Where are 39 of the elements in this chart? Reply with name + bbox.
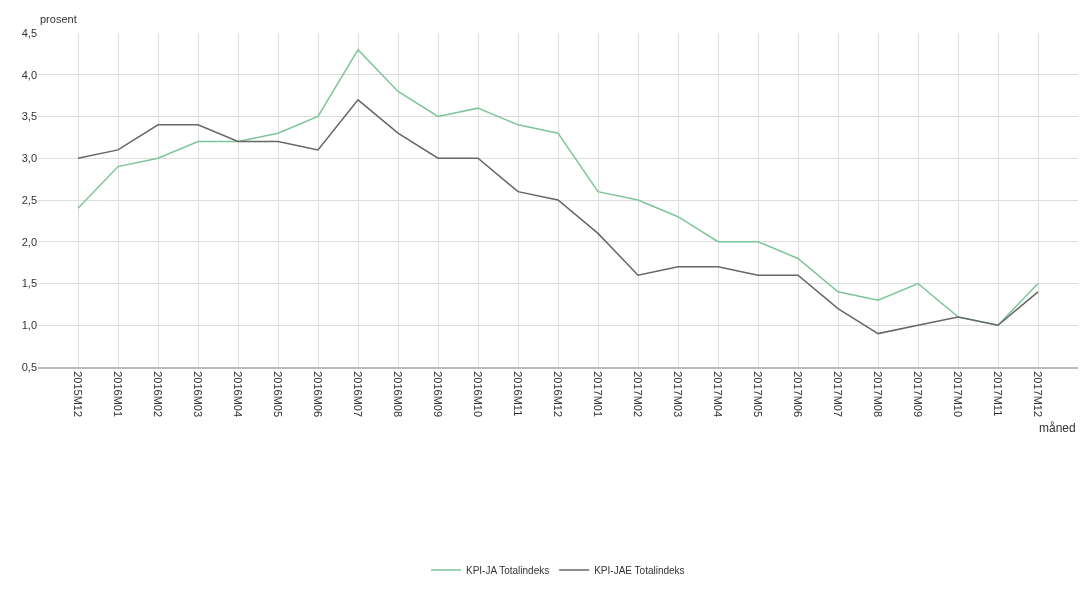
- y-tick-label: 4,5: [21, 26, 37, 39]
- y-tick-label: 2,0: [21, 235, 37, 248]
- x-tick-label: 2016M03: [192, 371, 205, 418]
- y-tick-label: 3,0: [21, 152, 37, 165]
- legend-label: KPI-JA Totalindeks: [466, 564, 550, 576]
- x-tick-label: 2016M09: [432, 371, 445, 418]
- x-tick-label: 2017M12: [1032, 371, 1045, 418]
- y-tick-label: 0,5: [21, 360, 37, 373]
- x-tick-label: 2016M05: [272, 371, 285, 418]
- legend-label: KPI-JAE Totalindeks: [594, 564, 685, 576]
- x-tick-label: 2017M01: [592, 371, 605, 418]
- x-tick-label: 2016M04: [232, 371, 245, 418]
- y-tick-label: 1,5: [21, 277, 37, 290]
- x-tick-label: 2017M02: [632, 371, 645, 418]
- y-axis-title: prosent: [40, 13, 77, 25]
- x-tick-label: 2017M06: [792, 371, 805, 418]
- line-series: [77, 99, 1039, 335]
- x-tick-label: 2017M10: [952, 371, 965, 418]
- x-axis-title: måned: [1039, 421, 1076, 435]
- y-tick-label: 1,0: [21, 319, 37, 332]
- x-tick-label: 2017M11: [992, 371, 1005, 417]
- x-tick-label: 2016M10: [472, 371, 485, 418]
- x-tick-label: 2016M08: [392, 371, 405, 418]
- x-tick-label: 2015M12: [72, 371, 85, 418]
- y-tick-label: 2,5: [21, 193, 37, 206]
- x-tick-label: 2017M03: [672, 371, 685, 418]
- x-tick-label: 2017M07: [832, 371, 845, 418]
- x-tick-label: 2017M05: [752, 371, 765, 418]
- x-tick-label: 2016M11: [512, 371, 525, 417]
- x-tick-label: 2016M06: [312, 371, 325, 418]
- x-tick-label: 2017M04: [712, 371, 725, 418]
- x-tick-label: 2016M01: [112, 371, 125, 418]
- x-tick-label: 2017M08: [872, 371, 885, 418]
- x-tick-label: 2016M02: [152, 371, 165, 418]
- x-tick-label: 2017M09: [912, 371, 925, 418]
- y-tick-label: 4,0: [21, 68, 37, 81]
- y-tick-label: 3,5: [21, 110, 37, 123]
- x-tick-label: 2016M12: [552, 371, 565, 418]
- x-tick-label: 2016M07: [352, 371, 365, 418]
